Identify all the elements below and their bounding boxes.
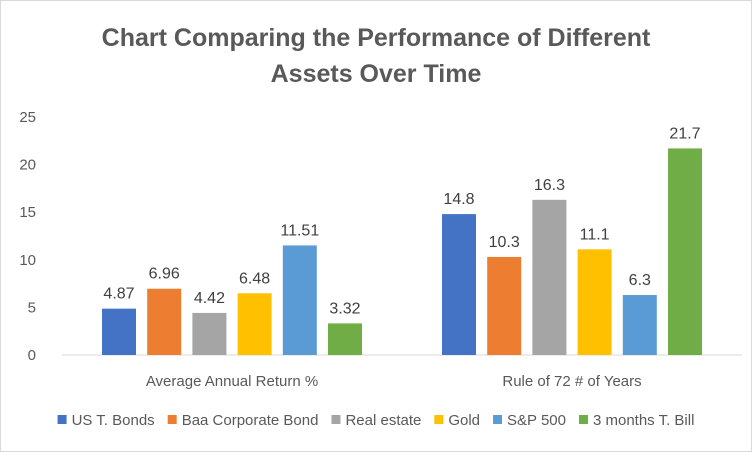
chart-title-line-2: Assets Over Time — [271, 60, 482, 88]
chart-title-line-1: Chart Comparing the Performance of Diffe… — [102, 24, 651, 52]
y-tick-label: 5 — [28, 299, 36, 316]
data-label: 21.7 — [669, 125, 700, 142]
legend-swatch — [434, 415, 444, 424]
y-tick-label: 0 — [28, 347, 36, 364]
category-label: Rule of 72 # of Years — [502, 373, 641, 390]
bar — [577, 249, 612, 355]
legend-label: 3 months T. Bill — [593, 412, 694, 429]
legend-swatch — [167, 415, 177, 424]
legend-label: US T. Bonds — [72, 412, 155, 429]
bar — [487, 256, 522, 355]
bar — [328, 323, 362, 355]
bar — [282, 245, 317, 355]
bar-series-group: 4.87 6.96 4.42 6.48 11.51 3.32 14.8 10.3 16.3 11.… — [102, 125, 702, 355]
y-axis: 0 5 10 15 20 25 — [19, 109, 36, 364]
bar — [622, 295, 657, 355]
legend-swatch — [331, 415, 341, 424]
data-label: 14.8 — [443, 191, 474, 208]
bar — [102, 308, 136, 355]
y-tick-label: 25 — [19, 109, 36, 126]
legend-swatch — [57, 415, 67, 424]
bar — [237, 293, 272, 355]
bar — [192, 312, 227, 355]
data-label: 16.3 — [534, 177, 565, 194]
bar — [668, 148, 702, 355]
legend: US T. Bonds Baa Corporate Bond Real estate… — [57, 412, 694, 429]
bar — [442, 214, 476, 355]
data-label: 4.87 — [103, 286, 134, 303]
category-labels: Average Annual Return % Rule of 72 # of Y… — [146, 373, 642, 390]
data-label: 6.48 — [239, 270, 270, 287]
data-label: 11.1 — [580, 226, 610, 243]
data-label: 10.3 — [489, 234, 520, 251]
bar — [147, 288, 182, 355]
data-label: 11.51 — [280, 222, 319, 239]
y-tick-label: 10 — [19, 252, 36, 269]
y-tick-label: 20 — [19, 157, 36, 174]
legend-label: S&P 500 — [507, 412, 566, 429]
data-label: 6.96 — [149, 266, 180, 283]
data-label: 4.42 — [194, 290, 225, 307]
legend-label: Real estate — [345, 412, 421, 429]
data-label: 3.32 — [329, 300, 360, 317]
data-label: 6.3 — [629, 272, 651, 289]
legend-label: Baa Corporate Bond — [182, 412, 319, 429]
legend-swatch — [493, 415, 503, 424]
bar — [532, 199, 567, 355]
legend-swatch — [578, 415, 588, 424]
category-label: Average Annual Return % — [146, 373, 318, 390]
y-tick-label: 15 — [19, 204, 36, 221]
legend-label: Gold — [448, 412, 480, 429]
